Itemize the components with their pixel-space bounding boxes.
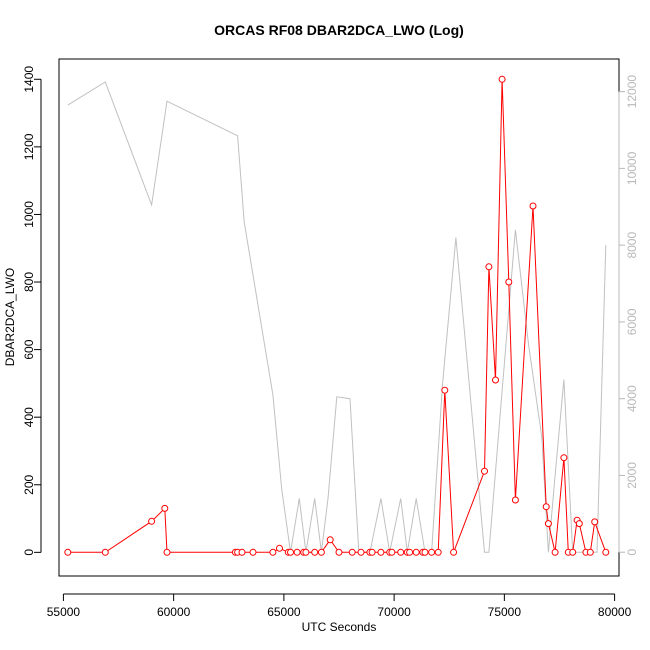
axes-layer: 55000 60000 65000 70000 75000 800000200400600…	[22, 66, 639, 619]
data-point-19	[335, 548, 343, 556]
data-point-35	[441, 386, 449, 394]
data-point-20	[348, 548, 356, 556]
data-point-38	[485, 263, 493, 271]
y-tick-label: 400	[22, 407, 36, 427]
data-point-12	[287, 548, 294, 556]
y-axis-label: DBAR2DCA_LWO	[3, 268, 17, 366]
data-point-0	[64, 548, 72, 556]
data-point-23	[368, 548, 376, 556]
data-point-40	[498, 75, 506, 83]
series-right-line	[67, 81, 607, 553]
data-point-27	[397, 548, 405, 556]
data-point-46	[551, 548, 559, 556]
data-point-17	[317, 548, 325, 556]
data-point-7	[238, 548, 246, 556]
data-point-4	[163, 548, 171, 556]
y-tick-label: 800	[22, 272, 36, 292]
data-point-47	[560, 454, 568, 462]
data-point-1	[101, 548, 109, 556]
data-point-45	[544, 520, 552, 528]
data-point-43	[529, 202, 537, 210]
data-point-51	[575, 520, 583, 528]
data-point-49	[569, 548, 577, 556]
data-point-42	[511, 496, 519, 504]
data-point-21	[357, 548, 365, 556]
y-tick-label: 1000	[22, 201, 36, 228]
y2-tick-label: 6000	[625, 308, 639, 335]
data-point-54	[591, 518, 599, 526]
y-tick-label: 1400	[22, 66, 36, 93]
data-point-3	[161, 504, 169, 512]
data-point-9	[269, 548, 277, 556]
y2-tick-label: 12000	[625, 75, 639, 109]
data-point-16	[311, 548, 319, 556]
data-point-26	[388, 548, 396, 556]
data-point-10	[276, 544, 283, 552]
x-tick-label: 75000	[488, 605, 522, 619]
data-point-33	[428, 548, 436, 556]
data-point-15	[302, 548, 310, 556]
y2-tick-label: 2000	[625, 462, 639, 489]
x-tick-label: 65000	[267, 605, 301, 619]
y2-tick-label: 8000	[625, 232, 639, 259]
y-tick-label: 1200	[22, 133, 36, 160]
data-point-36	[450, 548, 458, 556]
x-tick-label: 55000	[47, 605, 81, 619]
data-point-39	[492, 376, 499, 384]
data-point-44	[542, 503, 550, 511]
x-axis-label: UTC Seconds	[302, 620, 377, 634]
data-point-37	[481, 467, 488, 475]
data-point-2	[148, 517, 156, 525]
data-point-29	[406, 548, 414, 556]
x-tick-label: 60000	[157, 605, 191, 619]
y-tick-label: 600	[22, 339, 36, 359]
data-point-24	[377, 548, 385, 556]
data-point-8	[249, 548, 257, 556]
data-point-18	[326, 536, 334, 544]
y2-tick-label: 10000	[625, 151, 639, 185]
series-layer	[64, 75, 610, 556]
data-point-34	[434, 548, 442, 556]
data-point-30	[412, 548, 420, 556]
data-point-53	[586, 548, 594, 556]
data-point-32	[421, 548, 429, 556]
y-tick-label: 200	[22, 474, 36, 494]
y-tick-label: 0	[22, 549, 36, 556]
data-point-13	[293, 548, 301, 556]
y2-tick-label: 0	[625, 549, 639, 556]
y2-tick-label: 4000	[625, 385, 639, 412]
data-point-41	[505, 278, 513, 286]
data-point-55	[602, 548, 610, 556]
x-tick-label: 70000	[377, 605, 411, 619]
x-tick-label: 80000	[598, 605, 632, 619]
chart-title: ORCAS RF08 DBAR2DCA_LWO (Log)	[214, 22, 464, 38]
